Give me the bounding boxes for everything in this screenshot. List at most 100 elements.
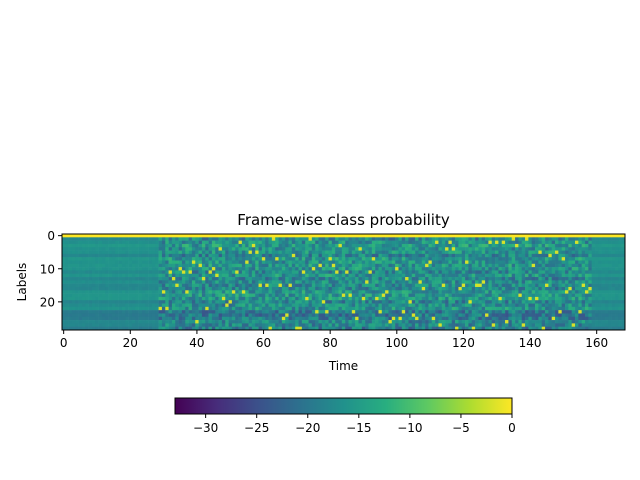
- heatmap-cell: [441, 306, 446, 311]
- heatmap-cell: [348, 283, 353, 288]
- heatmap-cell: [221, 267, 226, 271]
- heatmap-cell: [618, 243, 622, 248]
- heatmap-cell: [375, 253, 379, 258]
- heatmap-cell: [138, 300, 143, 304]
- heatmap-cell: [585, 277, 589, 281]
- heatmap-cell: [281, 326, 286, 331]
- heatmap-cell: [281, 286, 286, 291]
- heatmap-cell: [348, 277, 353, 281]
- heatmap-cell: [555, 237, 559, 241]
- heatmap-cell: [385, 273, 389, 278]
- heatmap-cell: [178, 300, 183, 304]
- heatmap-cell: [221, 320, 226, 324]
- heatmap-cell: [158, 257, 163, 261]
- heatmap-cell: [515, 283, 519, 288]
- heatmap-cell: [98, 247, 103, 251]
- heatmap-cell: [308, 243, 313, 248]
- heatmap-cell: [508, 253, 513, 258]
- heatmap-cell: [101, 293, 106, 298]
- heatmap-cell: [395, 280, 399, 284]
- heatmap-cell: [511, 306, 516, 311]
- heatmap-cell: [575, 290, 579, 294]
- heatmap-cell: [368, 247, 373, 251]
- heatmap-cell: [145, 293, 149, 298]
- heatmap-cell: [571, 250, 576, 255]
- heatmap-cell: [348, 243, 353, 248]
- heatmap-cell: [85, 300, 89, 304]
- heatmap-cell: [495, 260, 499, 265]
- heatmap-cell: [495, 316, 499, 321]
- heatmap-cell: [581, 320, 586, 324]
- heatmap-cell: [351, 326, 356, 331]
- heatmap-cell: [598, 260, 602, 265]
- heatmap-cell: [155, 323, 159, 327]
- heatmap-cell: [345, 257, 349, 261]
- heatmap-cell: [391, 234, 396, 238]
- heatmap-cell: [391, 296, 396, 301]
- heatmap-cell: [221, 293, 226, 298]
- heatmap-cell: [115, 326, 119, 331]
- heatmap-cell: [161, 323, 166, 327]
- heatmap-cell: [511, 243, 516, 248]
- heatmap-cell: [618, 250, 622, 255]
- heatmap-cell: [535, 286, 539, 291]
- heatmap-cell: [331, 270, 336, 275]
- heatmap-cell: [71, 306, 76, 311]
- heatmap-cell: [485, 247, 489, 251]
- heatmap-cell: [621, 320, 626, 324]
- heatmap-cell: [285, 273, 289, 278]
- heatmap-cell: [465, 300, 469, 304]
- heatmap-cell: [305, 320, 309, 324]
- heatmap-cell: [475, 257, 479, 261]
- heatmap-cell: [441, 250, 446, 255]
- heatmap-cell: [421, 296, 426, 301]
- heatmap-cell: [181, 293, 186, 298]
- heatmap-cell: [128, 267, 133, 271]
- heatmap-cell: [341, 326, 346, 331]
- heatmap-cell: [311, 247, 316, 251]
- heatmap-cell: [408, 326, 413, 331]
- heatmap-cell: [261, 300, 266, 304]
- heatmap-cell: [148, 240, 153, 245]
- heatmap-cell: [271, 326, 276, 331]
- heatmap-cell: [431, 277, 436, 281]
- heatmap-cell: [321, 326, 326, 331]
- heatmap-cell: [341, 290, 346, 294]
- heatmap-cell: [78, 250, 83, 255]
- heatmap-cell: [255, 303, 259, 308]
- heatmap-cell: [188, 286, 193, 291]
- heatmap-cell: [135, 247, 139, 251]
- heatmap-cell: [215, 273, 219, 278]
- heatmap-cell: [261, 290, 266, 294]
- heatmap-cell: [205, 260, 209, 265]
- heatmap-cell: [535, 280, 539, 284]
- heatmap-cell: [541, 267, 546, 271]
- heatmap-cell: [95, 243, 99, 248]
- heatmap-cell: [505, 323, 509, 327]
- heatmap-cell: [361, 323, 366, 327]
- heatmap-cell: [351, 290, 356, 294]
- heatmap-cell: [345, 273, 349, 278]
- heatmap-cell: [418, 260, 423, 265]
- heatmap-cell: [605, 313, 609, 318]
- heatmap-cell: [451, 253, 456, 258]
- heatmap-cell: [438, 257, 443, 261]
- heatmap-cell: [505, 283, 509, 288]
- heatmap-cell: [568, 240, 572, 245]
- heatmap-cell: [218, 323, 223, 327]
- heatmap-cell: [375, 306, 379, 311]
- heatmap-cell: [238, 310, 243, 314]
- heatmap-cell: [461, 286, 466, 291]
- heatmap-cell: [268, 247, 273, 251]
- heatmap-cell: [615, 267, 619, 271]
- heatmap-cell: [68, 260, 73, 265]
- heatmap-cell: [528, 296, 533, 301]
- heatmap-cell: [205, 237, 209, 241]
- heatmap-cell: [108, 263, 113, 268]
- heatmap-cell: [385, 234, 389, 238]
- heatmap-cell: [128, 257, 133, 261]
- heatmap-cell: [138, 250, 143, 255]
- heatmap-cell: [361, 293, 366, 298]
- heatmap-cell: [415, 326, 419, 331]
- heatmap-cell: [331, 306, 336, 311]
